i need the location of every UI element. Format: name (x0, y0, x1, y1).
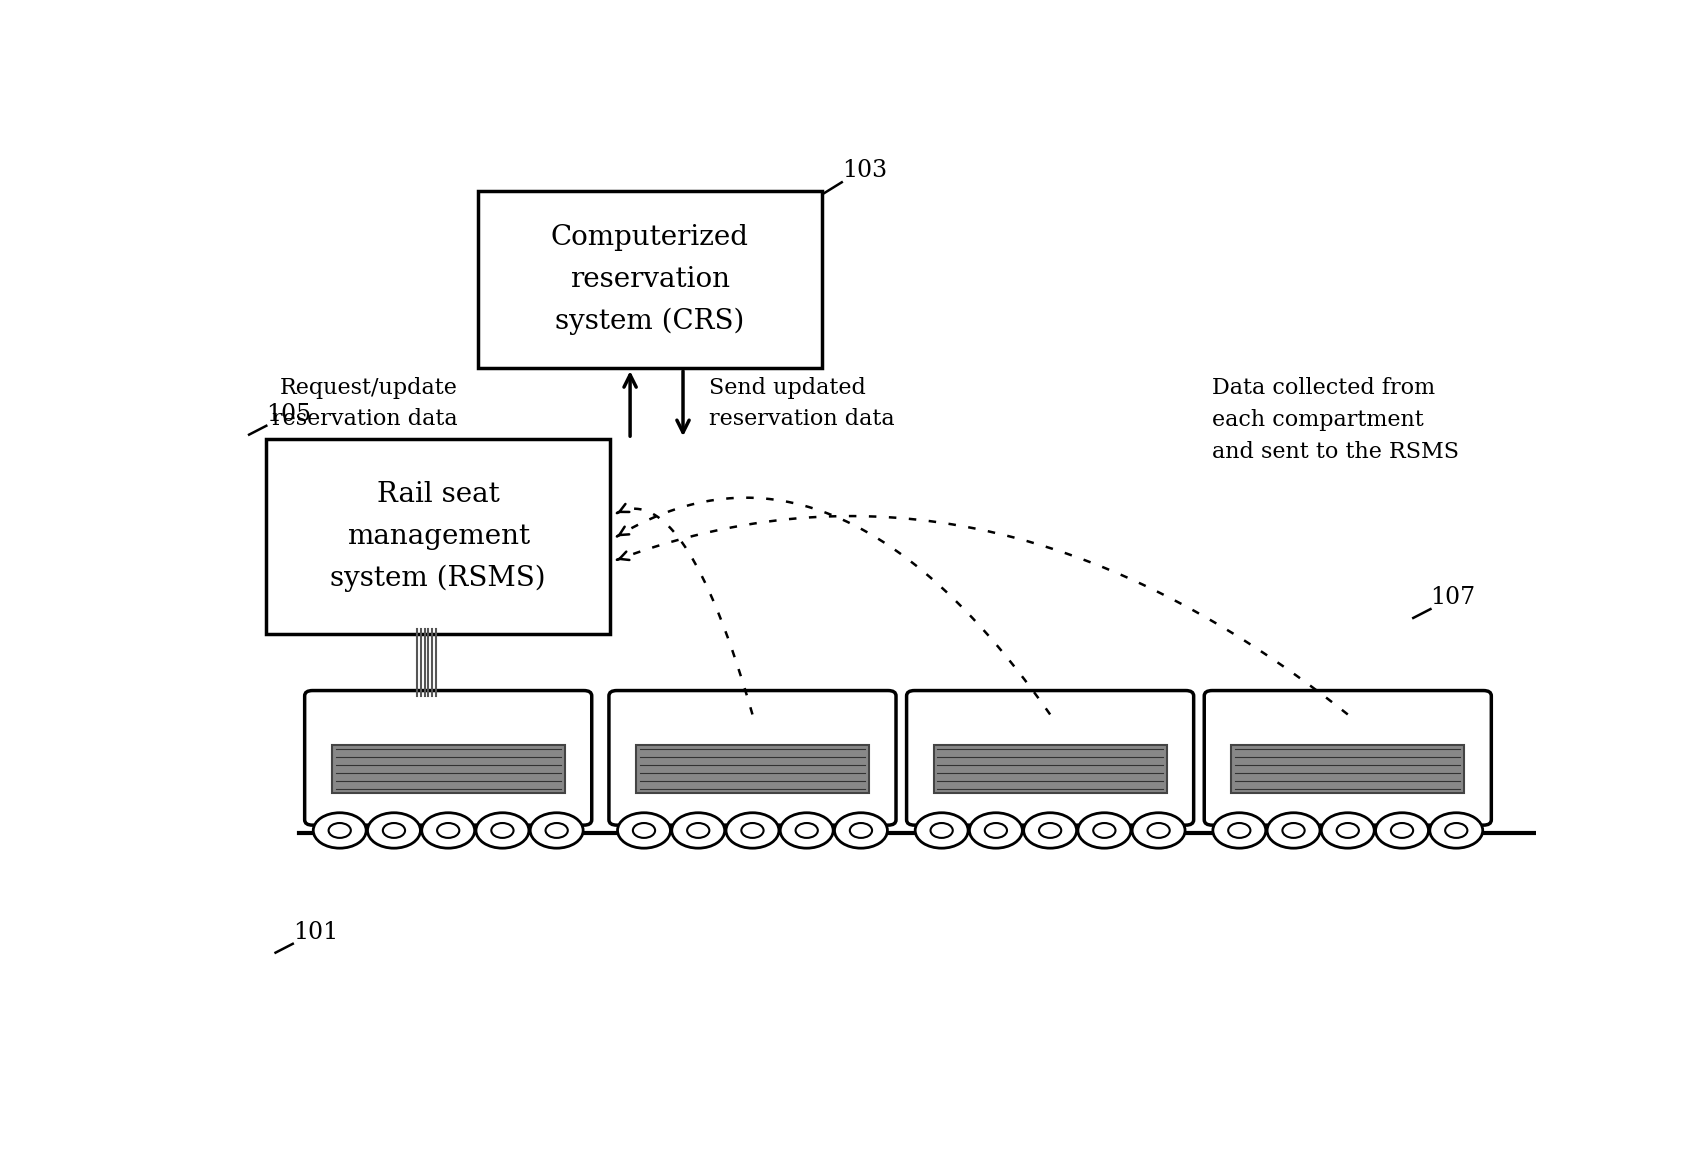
Circle shape (780, 813, 833, 849)
Circle shape (329, 823, 352, 838)
FancyBboxPatch shape (609, 690, 896, 826)
Circle shape (531, 813, 584, 849)
Bar (266, 439, 611, 634)
Text: Computerized
reservation
system (CRS): Computerized reservation system (CRS) (551, 224, 749, 335)
Bar (635, 745, 869, 792)
Text: 107: 107 (1430, 586, 1475, 610)
Text: 101: 101 (294, 921, 338, 944)
Text: Request/update
reservation data: Request/update reservation data (273, 377, 457, 430)
Circle shape (1229, 823, 1251, 838)
Text: Data collected from
each compartment
and sent to the RSMS: Data collected from each compartment and… (1212, 377, 1459, 463)
Circle shape (382, 823, 405, 838)
Circle shape (437, 823, 459, 838)
Circle shape (1147, 823, 1169, 838)
Circle shape (688, 823, 710, 838)
Circle shape (1132, 813, 1185, 849)
Circle shape (1040, 823, 1062, 838)
Circle shape (970, 813, 1022, 849)
Circle shape (314, 813, 367, 849)
Circle shape (985, 823, 1007, 838)
FancyBboxPatch shape (1203, 690, 1492, 826)
Text: 105: 105 (266, 402, 311, 426)
Circle shape (492, 823, 514, 838)
Bar (934, 745, 1168, 792)
Circle shape (1391, 823, 1413, 838)
Bar (331, 745, 565, 792)
Circle shape (546, 823, 568, 838)
FancyBboxPatch shape (304, 690, 592, 826)
Circle shape (915, 813, 968, 849)
Text: 103: 103 (842, 160, 888, 183)
Circle shape (476, 813, 529, 849)
Circle shape (1092, 823, 1115, 838)
Circle shape (835, 813, 888, 849)
Circle shape (618, 813, 671, 849)
FancyBboxPatch shape (906, 690, 1193, 826)
Circle shape (930, 823, 953, 838)
Circle shape (850, 823, 872, 838)
Circle shape (1024, 813, 1077, 849)
Circle shape (1376, 813, 1429, 849)
Circle shape (1430, 813, 1483, 849)
Circle shape (741, 823, 763, 838)
Circle shape (633, 823, 655, 838)
Circle shape (1282, 823, 1304, 838)
Circle shape (795, 823, 818, 838)
Text: Send updated
reservation data: Send updated reservation data (710, 377, 894, 430)
Bar (1231, 745, 1465, 792)
Bar (478, 191, 823, 368)
Circle shape (1077, 813, 1130, 849)
Circle shape (367, 813, 420, 849)
Text: Rail seat
management
system (RSMS): Rail seat management system (RSMS) (331, 481, 546, 592)
Circle shape (1446, 823, 1468, 838)
Circle shape (725, 813, 778, 849)
Circle shape (1214, 813, 1267, 849)
Circle shape (422, 813, 475, 849)
Circle shape (1321, 813, 1374, 849)
Circle shape (673, 813, 725, 849)
Circle shape (1337, 823, 1359, 838)
Circle shape (1267, 813, 1320, 849)
